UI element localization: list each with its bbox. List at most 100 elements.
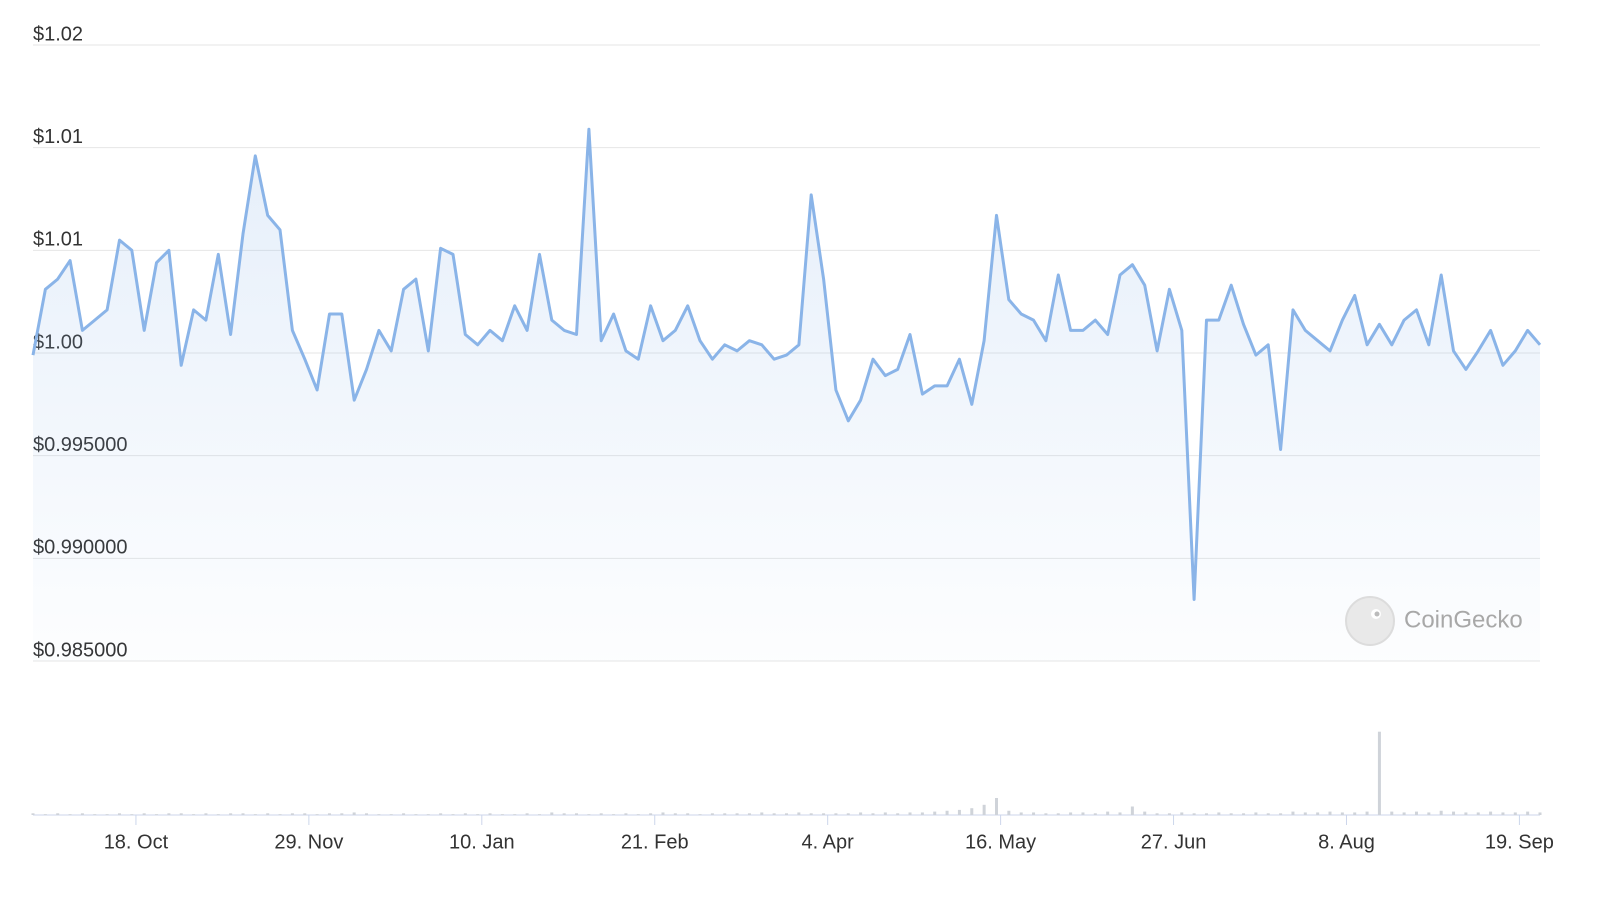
volume-bar [760, 812, 764, 815]
volume-bar [649, 813, 653, 815]
volume-bar [1303, 812, 1307, 815]
volume-bar [352, 812, 356, 815]
volume-bar [636, 814, 640, 815]
volume-bar [315, 814, 319, 815]
volume-bar [253, 814, 257, 815]
volume-bar [587, 814, 591, 815]
volume-bar [1019, 812, 1023, 815]
volume-bar [859, 812, 863, 815]
volume-bar [414, 814, 418, 815]
volume-bar [500, 814, 504, 815]
volume-bar [439, 813, 443, 815]
volume-bar [1291, 811, 1295, 815]
volume-bar [1106, 811, 1110, 815]
volume-bar [883, 812, 887, 815]
x-tick-label: 18. Oct [104, 831, 169, 853]
volume-bar [303, 813, 307, 815]
volume-bar [970, 808, 974, 815]
volume-bar [1513, 812, 1517, 815]
volume-bar [1081, 812, 1085, 815]
volume-bar [1180, 812, 1184, 815]
volume-bar [426, 814, 430, 815]
volume-bar [130, 814, 134, 815]
volume-bar [1316, 812, 1320, 815]
volume-bar [661, 812, 665, 815]
volume-bar [204, 813, 208, 815]
volume-bar [1056, 813, 1060, 815]
volume-bar [513, 814, 517, 815]
volume-bar [797, 812, 801, 815]
volume-bar [686, 813, 690, 815]
volume-bar [266, 813, 270, 815]
volume-bar [1266, 813, 1270, 815]
volume-bar [1328, 811, 1332, 815]
volume-bar [846, 813, 850, 815]
volume-bar [192, 814, 196, 815]
volume-bar [599, 813, 603, 815]
volume-bar [155, 814, 159, 815]
volume-bar [785, 813, 788, 815]
x-tick-label: 16. May [965, 831, 1036, 853]
volume-bar [1501, 812, 1505, 815]
volume-bar [340, 813, 344, 815]
volume-bar [822, 813, 826, 815]
volume-bar [1439, 810, 1443, 815]
volume-bar [982, 804, 986, 815]
volume-bar [1229, 813, 1233, 815]
volume-bar [327, 813, 331, 815]
volume-bar [1069, 812, 1073, 815]
price-line [31, 127, 1542, 601]
volume-bar [229, 813, 233, 815]
volume-bar [933, 811, 937, 815]
volume-bar [809, 813, 813, 815]
volume-bar [1365, 811, 1369, 815]
y-tick-label: $1.02 [33, 23, 83, 45]
x-tick-label: 29. Nov [274, 831, 343, 853]
volume-bar [673, 813, 677, 815]
volume-bar [1167, 813, 1171, 815]
volume-bar [1390, 811, 1394, 815]
volume-bar [1118, 812, 1122, 815]
volume-bar [278, 814, 282, 815]
y-tick-label: $1.01 [33, 229, 83, 251]
volume-bar [957, 809, 961, 815]
volume-bar [871, 813, 875, 815]
volume-bar [710, 813, 714, 815]
volume-bar [1489, 811, 1493, 815]
volume-bar [624, 813, 628, 815]
volume-bar [241, 813, 245, 815]
volume-bar [1242, 813, 1246, 815]
volume-bar [994, 798, 998, 815]
volume-bar [93, 814, 97, 815]
volume-bar [1279, 813, 1283, 815]
volume-bar [463, 813, 467, 815]
price-area [33, 129, 1540, 661]
volume-bar [1155, 813, 1159, 815]
volume-bar [1192, 813, 1196, 815]
x-tick-label: 8. Aug [1318, 831, 1375, 853]
volume-bar [1476, 812, 1480, 815]
volume-bar [1414, 811, 1418, 815]
x-tick-label: 4. Apr [802, 831, 855, 853]
volume-bar [1130, 806, 1134, 815]
volume-bar [1143, 811, 1147, 815]
volume-bar [216, 814, 220, 815]
volume-bar [377, 814, 381, 815]
volume-bar [1254, 812, 1258, 815]
x-tick-label: 27. Jun [1141, 831, 1207, 853]
volume-bar [735, 813, 739, 815]
volume-bar [1353, 812, 1357, 815]
y-tick-label: $1.01 [33, 126, 83, 148]
volume-bar [698, 814, 702, 815]
volume-bar [896, 813, 900, 815]
volume-bar [365, 813, 369, 815]
volume-bar [834, 813, 838, 815]
volume-bar [1340, 812, 1344, 815]
volume-bar [1526, 811, 1530, 815]
volume-bar [525, 813, 529, 815]
volume-bar [562, 813, 566, 815]
volume-bar [142, 813, 146, 815]
volume-bar [167, 813, 171, 815]
